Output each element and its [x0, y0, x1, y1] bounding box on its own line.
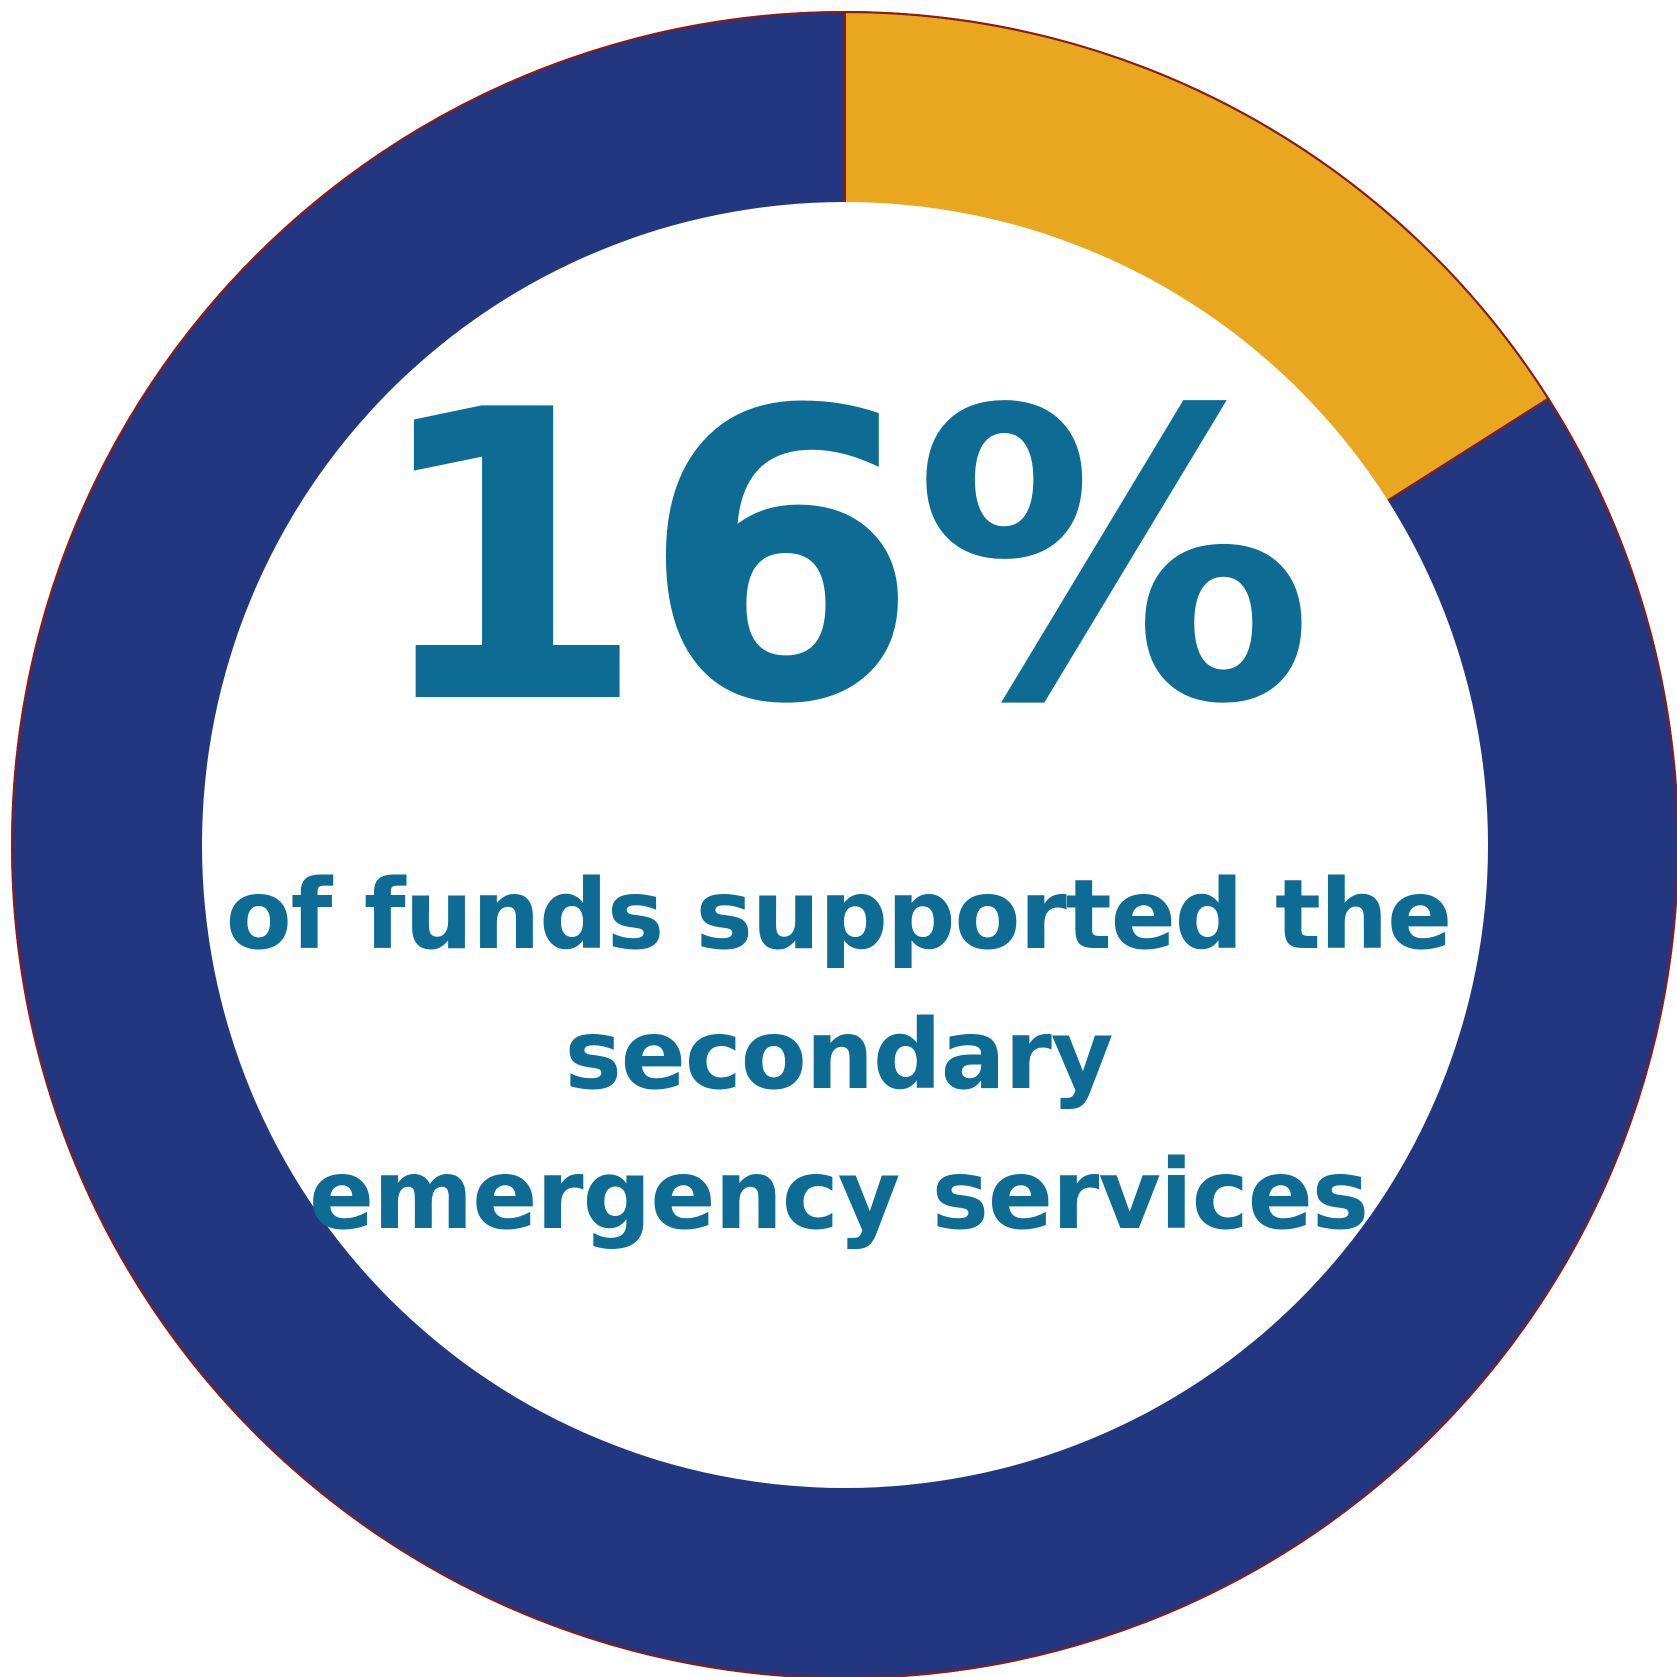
- donut-hole: [202, 202, 1488, 1488]
- donut-outline: [11, 11, 1677, 1677]
